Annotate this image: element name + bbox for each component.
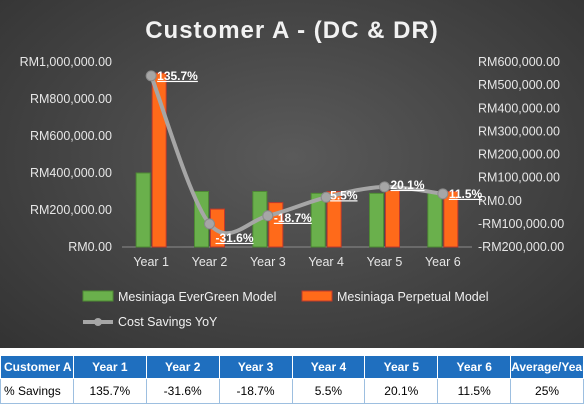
chart-panel: Customer A - (DC & DR) RM0.00 RM200,000.00… xyxy=(0,0,584,348)
legend-perpetual-swatch xyxy=(301,290,333,302)
x-tick-label: Year 3 xyxy=(250,255,286,269)
table-cell: -31.6% xyxy=(145,378,220,404)
legend-perpetual-label: Mesiniaga Perpetual Model xyxy=(337,290,488,304)
table-cell: 11.5% xyxy=(437,378,512,404)
legend-evergreen-swatch xyxy=(82,290,114,302)
cost-savings-point xyxy=(379,181,390,193)
chart-title: Customer A - (DC & DR) xyxy=(145,17,439,44)
table-cell: 20.1% xyxy=(364,378,439,404)
perpetual-bar xyxy=(151,72,167,248)
y-right-tick-label: RM100,000.00 xyxy=(478,171,560,185)
perpetual-bar xyxy=(268,202,284,248)
cost-savings-point xyxy=(262,210,274,222)
legend-line-label: Cost Savings YoY xyxy=(118,315,218,329)
y-left-tick-label: RM600,000.00 xyxy=(30,129,112,143)
y-right-tick-label: -RM200,000.00 xyxy=(478,240,564,254)
y-left-tick-label: RM0.00 xyxy=(68,240,112,254)
table-header: Year 1 xyxy=(72,355,147,379)
y-left-tick-label: RM400,000.00 xyxy=(30,166,112,180)
y-right-tick-label: RM600,000.00 xyxy=(478,55,560,69)
cost-savings-point xyxy=(145,70,157,82)
y-left-tick-label: RM800,000.00 xyxy=(30,92,112,106)
table-header-row: Customer A Year 1 Year 2 Year 3 Year 4 Y… xyxy=(0,355,584,379)
table-header: Year 2 xyxy=(145,355,220,379)
y-right-tick-label: -RM100,000.00 xyxy=(478,217,564,231)
cost-savings-point xyxy=(437,188,449,200)
x-tick-label: Year 4 xyxy=(308,255,344,269)
table-row-label: % Savings xyxy=(0,378,74,404)
table-header: Year 4 xyxy=(291,355,366,379)
x-tick-label: Year 5 xyxy=(367,255,403,269)
data-label: 5.5% xyxy=(330,188,358,202)
y-right-tick-label: RM0.00 xyxy=(478,194,522,208)
perpetual-bar xyxy=(326,191,342,248)
y-right-tick-label: RM500,000.00 xyxy=(478,78,560,92)
data-label: -18.7% xyxy=(274,211,312,225)
table-header: Customer A xyxy=(0,355,74,379)
legend-line-marker xyxy=(94,318,102,326)
y-right-tick-label: RM200,000.00 xyxy=(478,148,560,162)
cost-savings-point xyxy=(204,218,215,230)
table-cell: 25% xyxy=(510,378,584,404)
data-label: 135.7% xyxy=(157,69,198,83)
evergreen-bar xyxy=(427,192,443,248)
table-header: Year 3 xyxy=(218,355,293,379)
y-left-tick-label: RM200,000.00 xyxy=(30,203,112,217)
table-cell: 135.7% xyxy=(72,378,147,404)
evergreen-bar xyxy=(310,192,326,248)
x-tick-label: Year 6 xyxy=(425,255,461,269)
data-label: 20.1% xyxy=(391,178,425,192)
perpetual-bar xyxy=(443,191,459,248)
data-label: -31.6% xyxy=(216,231,254,245)
y-right-tick-label: RM300,000.00 xyxy=(478,124,560,138)
evergreen-bar xyxy=(369,192,384,248)
table-header: Average/Year xyxy=(510,355,584,379)
table-header: Year 5 xyxy=(364,355,439,379)
y-right-tick-label: RM400,000.00 xyxy=(478,101,560,115)
savings-table: Customer A Year 1 Year 2 Year 3 Year 4 Y… xyxy=(0,355,584,404)
combo-chart: Customer A - (DC & DR) RM0.00 RM200,000.00… xyxy=(20,17,565,329)
cost-savings-point xyxy=(320,191,332,203)
y-left-tick-label: RM1,000,000.00 xyxy=(20,55,112,69)
table-header: Year 6 xyxy=(437,355,512,379)
perpetual-bar xyxy=(385,190,400,248)
table-cell: 5.5% xyxy=(291,378,366,404)
x-tick-label: Year 1 xyxy=(133,255,169,269)
x-tick-label: Year 2 xyxy=(192,255,228,269)
table-row: % Savings 135.7% -31.6% -18.7% 5.5% 20.1… xyxy=(0,378,584,404)
table-cell: -18.7% xyxy=(218,378,293,404)
evergreen-bar xyxy=(135,172,151,248)
legend-evergreen-label: Mesiniaga EverGreen Model xyxy=(118,290,276,304)
data-label: 11.5% xyxy=(449,187,483,201)
